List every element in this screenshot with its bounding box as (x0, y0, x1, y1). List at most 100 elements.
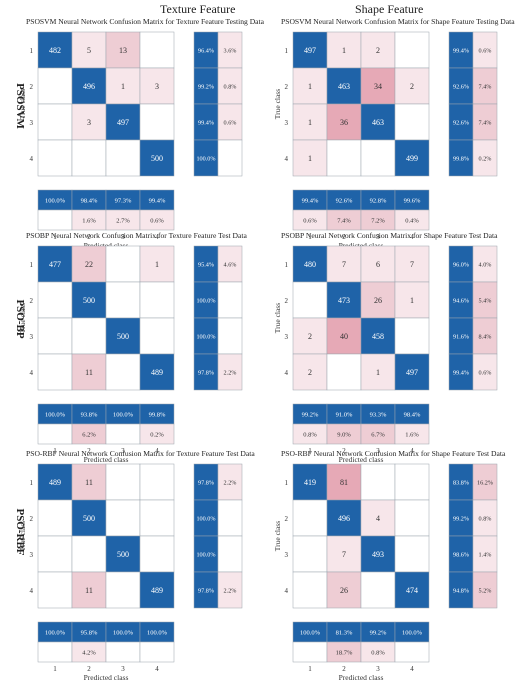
row-summary-cell (448, 571, 474, 609)
matrix-cell-value: 463 (338, 82, 350, 91)
matrix-cell (105, 535, 141, 573)
matrix-cell-value: 477 (49, 260, 61, 269)
matrix-cell (105, 499, 141, 537)
matrix-cell-value: 1 (410, 296, 414, 305)
row-summary-cell (448, 31, 474, 69)
matrix-cell-value: 482 (49, 46, 61, 55)
row-summary-value: 2.2% (224, 370, 237, 377)
row-summary-cell (193, 463, 219, 501)
matrix-cell-value: 463 (372, 118, 384, 127)
col-summary-value: 100.0% (402, 630, 423, 637)
matrix-cell-value: 11 (85, 368, 93, 377)
col-summary-value: 98.4% (81, 198, 98, 205)
row-tick-label: 2 (30, 297, 34, 305)
col-tick-label: 2 (87, 665, 91, 673)
y-axis-label: True class (18, 521, 27, 551)
col-summary-cell (139, 209, 175, 231)
row-tick-label: 2 (285, 83, 289, 91)
matrix-cell (292, 535, 328, 573)
col-summary-value: 93.3% (370, 412, 387, 419)
matrix-title: PSOSVM Neural Network Confusion Matrix f… (26, 17, 265, 26)
matrix-cell (292, 139, 328, 177)
col-tick-label: 2 (87, 233, 91, 241)
matrix-cell (326, 463, 362, 501)
row-tick-label: 1 (30, 261, 34, 269)
row-summary-cell (217, 571, 243, 609)
matrix-cell (105, 67, 141, 105)
col-summary-value: 7.4% (337, 218, 351, 225)
row-summary-cell (193, 499, 219, 537)
matrix-cell (139, 463, 175, 501)
col-summary-value: 100.0% (45, 630, 66, 637)
matrix-cell (139, 31, 175, 69)
col-tick-label: 1 (53, 447, 57, 455)
matrix-cell (139, 281, 175, 319)
matrix-cell-value: 500 (83, 296, 95, 305)
row-summary-value: 97.8% (198, 370, 214, 377)
col-tick-label: 2 (87, 447, 91, 455)
row-tick-label: 2 (30, 515, 34, 523)
row-tick-label: 4 (30, 369, 34, 377)
col-tick-label: 4 (410, 665, 414, 673)
row-tick-label: 1 (285, 261, 289, 269)
col-tick-label: 4 (410, 447, 414, 455)
y-axis-label: True class (273, 521, 282, 551)
matrix-cell-value: 497 (117, 118, 129, 127)
col-summary-value: 93.8% (81, 412, 98, 419)
matrix-title: PSOSVM Neural Network Confusion Matrix f… (281, 17, 515, 26)
confusion-matrix-c: PSOBP Neural Network Confusion Matrix fo… (18, 231, 248, 475)
row-summary-cell (193, 67, 219, 105)
confusion-matrix-a: PSOSVM Neural Network Confusion Matrix f… (18, 17, 265, 261)
row-summary-cell (217, 499, 243, 537)
col-tick-label: 3 (121, 447, 125, 455)
col-summary-value: 95.8% (81, 630, 98, 637)
row-summary-value: 1.4% (479, 552, 492, 559)
row-summary-value: 4.6% (224, 262, 237, 269)
confusion-matrix-b: PSOSVM Neural Network Confusion Matrix f… (273, 17, 515, 261)
matrix-cell-value: 11 (85, 586, 93, 595)
matrix-cell-value: 1 (308, 82, 312, 91)
matrix-cell (394, 499, 430, 537)
matrix-cell (394, 67, 430, 105)
col-summary-value: 91.0% (336, 412, 353, 419)
matrix-cell (360, 463, 396, 501)
matrix-cell-value: 500 (117, 550, 129, 559)
matrix-cell-value: 499 (406, 154, 418, 163)
row-summary-cell (193, 281, 219, 319)
matrix-cell (37, 31, 73, 69)
col-tick-label: 1 (308, 665, 312, 673)
matrix-cell (360, 245, 396, 283)
row-summary-cell (217, 139, 243, 177)
confusion-matrix-e: PSO-RBF Neural Network Confusion Matrix … (18, 449, 255, 680)
matrix-cell (292, 103, 328, 141)
row-tick-label: 3 (30, 119, 34, 127)
matrix-cell (37, 245, 73, 283)
y-axis-label: True class (273, 89, 282, 119)
row-summary-value: 94.8% (453, 588, 469, 595)
matrix-cell-value: 1 (308, 154, 312, 163)
matrix-cell (292, 31, 328, 69)
col-summary-value: 7.2% (371, 218, 385, 225)
matrix-cell-value: 500 (151, 154, 163, 163)
matrix-cell (394, 281, 430, 319)
matrix-cell (37, 139, 73, 177)
matrix-cell (360, 571, 396, 609)
matrix-cell (326, 571, 362, 609)
matrix-cell (105, 317, 141, 355)
row-summary-value: 97.8% (198, 588, 214, 595)
col-summary-cell (37, 641, 73, 663)
col-summary-value: 99.4% (302, 198, 319, 205)
matrix-cell-value: 1 (155, 260, 159, 269)
row-summary-value: 2.2% (224, 588, 237, 595)
row-summary-cell (472, 103, 498, 141)
row-summary-cell (217, 353, 243, 391)
matrix-cell-value: 2 (410, 82, 414, 91)
row-tick-label: 1 (30, 479, 34, 487)
column-header-texture: Texture Feature (160, 2, 236, 16)
row-summary-value: 99.4% (453, 370, 469, 377)
row-summary-value: 99.4% (453, 48, 469, 55)
row-tick-label: 3 (30, 551, 34, 559)
row-summary-cell (472, 281, 498, 319)
row-summary-value: 97.8% (198, 480, 214, 487)
row-summary-value: 96.4% (198, 48, 214, 55)
